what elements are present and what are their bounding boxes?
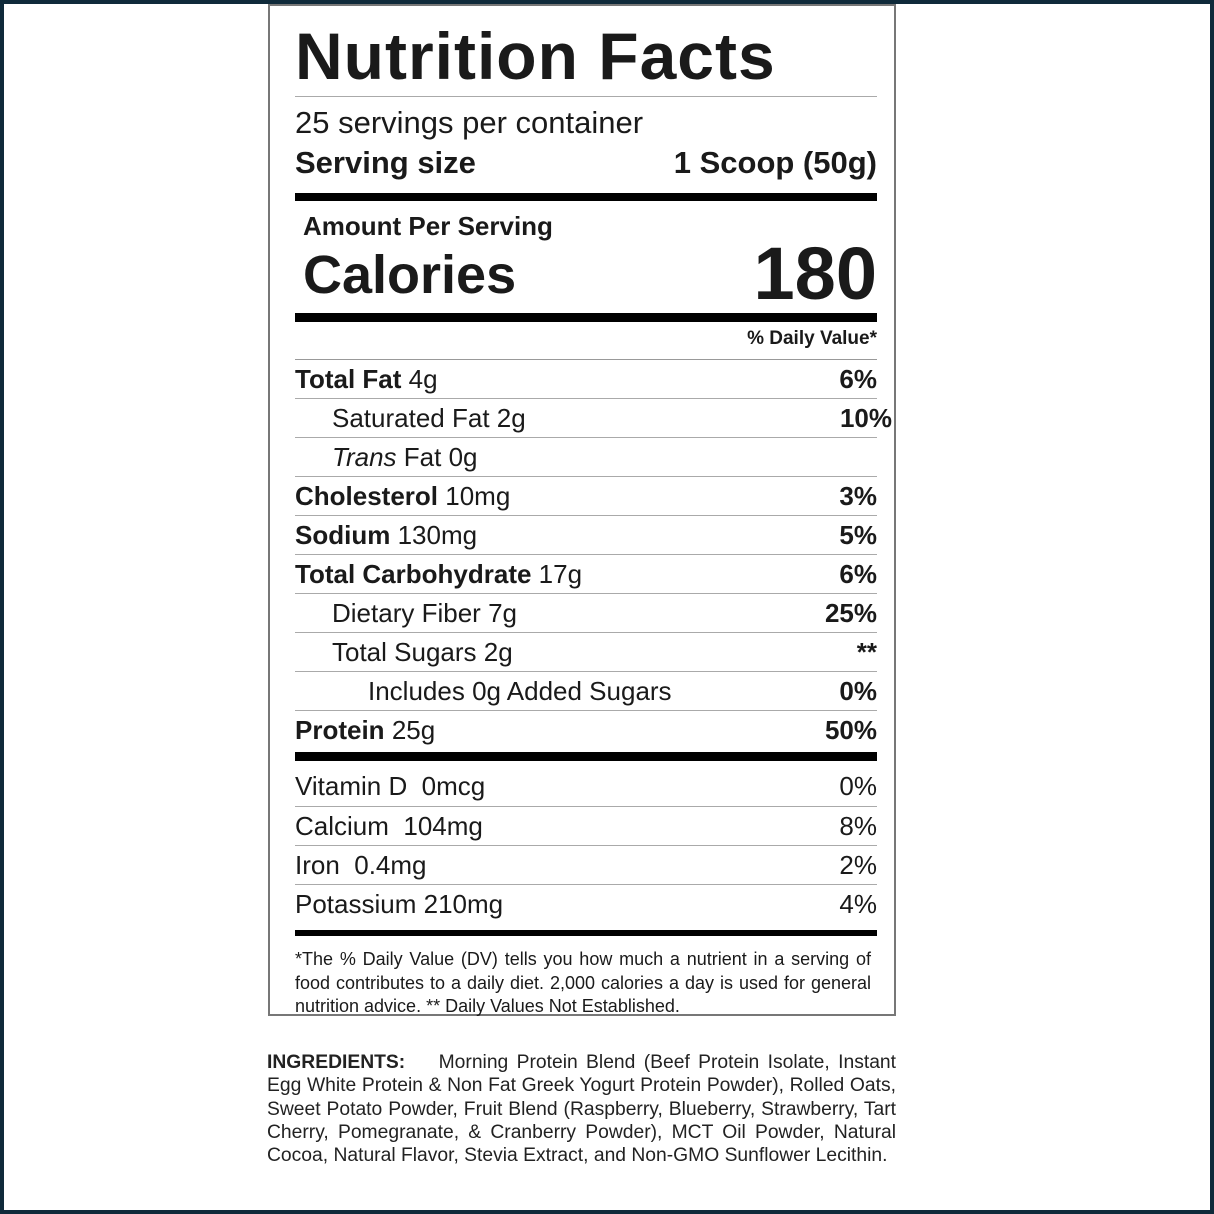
vitamin-name: Iron 0.4mg bbox=[295, 849, 427, 880]
vitamin-row: Calcium 104mg 8% bbox=[295, 806, 877, 845]
nutrient-daily-value: 10% bbox=[839, 402, 892, 433]
nutrient-name: Trans Fat 0g bbox=[295, 442, 478, 473]
footnote: *The % Daily Value (DV) tells you how mu… bbox=[295, 949, 871, 1016]
calories-label: Calories bbox=[303, 245, 517, 305]
nutrient-name: Total Fat 4g bbox=[295, 364, 438, 395]
thick-divider bbox=[295, 930, 877, 936]
nutrient-row: Includes 0g Added Sugars 0% bbox=[295, 671, 877, 710]
amount-per-serving: Amount Per Serving bbox=[303, 211, 553, 241]
nutrient-amount: 130mg bbox=[397, 519, 478, 550]
thick-divider bbox=[295, 193, 877, 201]
nutrient-row: Trans Fat 0g bbox=[295, 437, 877, 476]
nutrient-name: Sodium 130mg bbox=[295, 520, 477, 551]
nutrient-name: Total Carbohydrate 17g bbox=[295, 559, 582, 590]
nutrient-label: Total Carbohydrate bbox=[295, 558, 532, 589]
calories-value: 180 bbox=[753, 232, 877, 315]
nutrient-row: Total Sugars 2g ** bbox=[295, 632, 877, 671]
nutrition-facts-label: Nutrition Facts 25 servings per containe… bbox=[268, 4, 896, 1016]
nutrient-row: Protein 25g 50% bbox=[295, 710, 877, 749]
nutrient-daily-value: 25% bbox=[824, 597, 877, 628]
nutrient-amount: 2g bbox=[496, 402, 526, 433]
nutrient-list: Total Fat 4g 6% Saturated Fat 2g 10% Trans F… bbox=[295, 359, 892, 749]
vitamin-row: Potassium 210mg 4% bbox=[295, 884, 877, 923]
nutrient-name: Protein 25g bbox=[295, 715, 435, 746]
nutrient-amount: 4g bbox=[408, 363, 438, 394]
nutrient-name-italic: Trans bbox=[332, 441, 397, 472]
nutrient-amount: 17g bbox=[538, 558, 583, 589]
daily-value-header: % Daily Value* bbox=[747, 328, 877, 349]
thick-divider bbox=[295, 752, 877, 761]
nutrient-label: Total Sugars bbox=[332, 636, 477, 667]
vitamin-row: Iron 0.4mg 2% bbox=[295, 845, 877, 884]
nutrient-label: Includes 0g Added Sugars bbox=[368, 675, 672, 706]
nutrient-daily-value: 3% bbox=[839, 480, 877, 511]
nutrient-label: Sodium bbox=[295, 519, 391, 550]
nutrient-name: Includes 0g Added Sugars bbox=[295, 676, 672, 707]
vitamin-name: Potassium 210mg bbox=[295, 888, 504, 919]
servings-per-container: 25 servings per container bbox=[295, 105, 644, 140]
vitamin-name: Calcium 104mg bbox=[295, 810, 483, 841]
serving-size-value: 1 Scoop (50g) bbox=[673, 145, 877, 180]
nutrient-label: Cholesterol bbox=[295, 480, 439, 511]
vitamin-daily-value: 4% bbox=[839, 888, 877, 919]
nutrient-row: Dietary Fiber 7g 25% bbox=[295, 593, 877, 632]
nutrient-row: Total Fat 4g 6% bbox=[295, 359, 877, 398]
nutrient-name: Dietary Fiber 7g bbox=[295, 598, 517, 629]
nutrient-daily-value: 6% bbox=[839, 558, 877, 589]
nutrient-amount: 7g bbox=[488, 597, 517, 628]
ingredients-label: INGREDIENTS: bbox=[267, 1052, 406, 1073]
nutrient-row: Sodium 130mg 5% bbox=[295, 515, 877, 554]
nutrient-row: Cholesterol 10mg 3% bbox=[295, 476, 877, 515]
nutrient-daily-value: 50% bbox=[824, 714, 877, 745]
nutrient-row: Total Carbohydrate 17g 6% bbox=[295, 554, 877, 593]
nutrient-amount: 10mg bbox=[445, 480, 511, 511]
thick-divider bbox=[295, 313, 877, 322]
nutrient-daily-value: 6% bbox=[839, 363, 877, 394]
nutrient-daily-value: 0% bbox=[839, 675, 877, 706]
vitamin-daily-value: 8% bbox=[839, 810, 877, 841]
vitamin-daily-value: 2% bbox=[839, 849, 877, 880]
nutrient-amount: 25g bbox=[391, 714, 436, 745]
nutrient-amount: 2g bbox=[483, 636, 513, 667]
nutrient-label: Protein bbox=[295, 714, 385, 745]
nutrient-label: Total Fat bbox=[295, 363, 402, 394]
serving-size: Serving size 1 Scoop (50g) bbox=[295, 143, 877, 183]
ingredients-text: Morning Protein Blend (Beef Protein Isol… bbox=[267, 1052, 896, 1167]
nutrient-daily-value: 5% bbox=[839, 519, 877, 550]
nutrient-name: Saturated Fat 2g bbox=[295, 403, 526, 434]
nutrient-name: Total Sugars 2g bbox=[295, 637, 513, 668]
nutrient-daily-value: ** bbox=[856, 636, 877, 667]
ingredients: INGREDIENTS: Morning Protein Blend (Beef… bbox=[267, 1051, 896, 1167]
divider bbox=[295, 96, 877, 97]
vitamin-name: Vitamin D 0mcg bbox=[295, 771, 486, 801]
nutrient-amount: 0g bbox=[448, 441, 478, 472]
nutrient-label: Fat bbox=[403, 441, 442, 472]
serving-size-label: Serving size bbox=[295, 145, 476, 180]
nutrient-label: Dietary Fiber bbox=[332, 597, 481, 628]
vitamin-row: Vitamin D 0mcg 0% bbox=[295, 767, 877, 806]
nutrient-label: Saturated Fat bbox=[332, 402, 490, 433]
label-title: Nutrition Facts bbox=[295, 19, 776, 93]
vitamin-list: Vitamin D 0mcg 0% Calcium 104mg 8% Iron 0.4m… bbox=[295, 767, 877, 923]
calories-row: Calories 180 bbox=[295, 237, 877, 311]
vitamin-daily-value: 0% bbox=[839, 771, 877, 801]
nutrient-row: Saturated Fat 2g 10% bbox=[295, 398, 892, 437]
nutrient-name: Cholesterol 10mg bbox=[295, 481, 510, 512]
